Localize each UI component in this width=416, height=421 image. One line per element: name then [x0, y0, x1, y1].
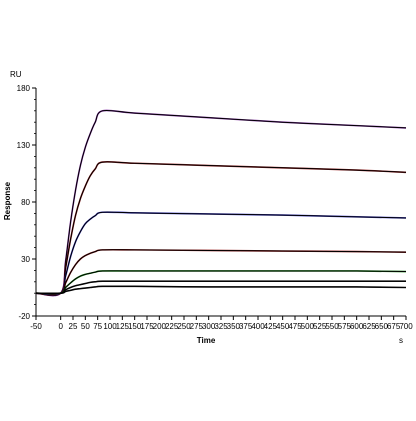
x-tick-label: 450	[276, 322, 290, 331]
x-tick-label: 175	[140, 322, 154, 331]
x-tick-label: 350	[227, 322, 241, 331]
x-tick-label: 100	[103, 322, 117, 331]
fit-curve-2	[35, 160, 407, 296]
x-tick-label: 625	[362, 322, 376, 331]
x-tick-label: 325	[214, 322, 228, 331]
x-tick-label: 525	[313, 322, 327, 331]
x-tick-label: 250	[177, 322, 191, 331]
x-tick-label: 700	[399, 322, 413, 331]
sensorgram-curve-1	[35, 109, 407, 297]
x-tick-label: -50	[30, 322, 42, 331]
x-tick-label: 400	[251, 322, 265, 331]
x-tick-label: 500	[301, 322, 315, 331]
y-tick-label: 130	[17, 141, 31, 150]
x-tick-label: 275	[190, 322, 204, 331]
y-tick-label: 80	[21, 198, 30, 207]
sensorgram-curve-2	[35, 161, 407, 296]
x-tick-label: 0	[58, 322, 63, 331]
x-tick-label: 600	[350, 322, 364, 331]
sensorgram-curve-3	[35, 211, 407, 295]
y-tick-label: -20	[18, 312, 30, 321]
fit-curve-1	[35, 109, 407, 297]
x-tick-label: 225	[165, 322, 179, 331]
x-tick-label: 125	[116, 322, 130, 331]
x-axis-ticks: -50 0 25 50 75 100125150175200225250275300325…	[30, 316, 413, 331]
x-tick-label: 575	[338, 322, 352, 331]
x-axis-title: Time	[197, 336, 216, 345]
x-tick-label: 300	[202, 322, 216, 331]
x-tick-label: 650	[375, 322, 389, 331]
x-tick-label: 675	[387, 322, 401, 331]
y-tick-label: 30	[21, 255, 30, 264]
x-tick-label: 75	[93, 322, 102, 331]
x-tick-label: 550	[325, 322, 339, 331]
sensorgram-curve-6	[35, 280, 406, 294]
y-axis-title: Response	[3, 181, 12, 220]
x-tick-label: 375	[239, 322, 253, 331]
x-tick-label: 475	[288, 322, 302, 331]
y-tick-label: 180	[17, 84, 31, 93]
x-tick-label: 200	[153, 322, 167, 331]
y-axis-ticks: -20 30 80 130 180	[17, 84, 36, 321]
y-unit-label: RU	[10, 70, 22, 79]
x-tick-label: 25	[69, 322, 78, 331]
sensorgram-curve-7	[35, 285, 407, 294]
x-tick-label: 50	[81, 322, 90, 331]
x-tick-label: 150	[128, 322, 142, 331]
sensorgram-curve-5	[35, 270, 407, 295]
series-layer	[35, 109, 407, 297]
sensorgram-curve-4	[35, 249, 407, 295]
x-tick-label: 425	[264, 322, 278, 331]
x-unit-label: s	[399, 336, 403, 345]
